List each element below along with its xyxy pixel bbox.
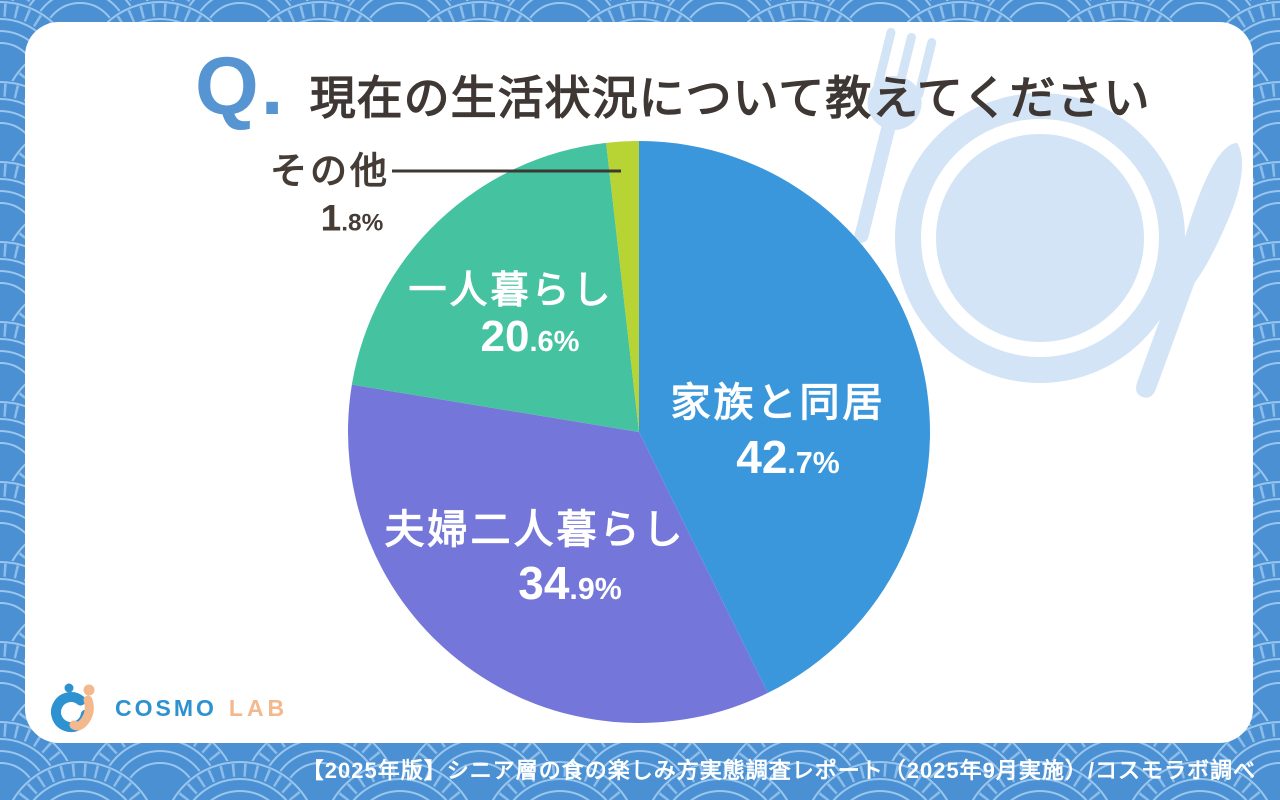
logo-text-lab: LAB [228, 694, 289, 721]
fork-icon [854, 27, 937, 243]
pie-slice-label: 一人暮らし [408, 270, 614, 312]
pie-slice [606, 141, 639, 432]
footer-caption: 【2025年版】シニア層の食の楽しみ方実態調査レポート（2025年9月実施）/コ… [301, 758, 1256, 783]
pie-slice-label: その他 [270, 150, 390, 192]
infographic-card: Q. 現在の生活状況について教えてください 家族と同居 42.7% 夫婦二人暮らし 3… [25, 22, 1253, 743]
pie-slice-label: 家族と同居 [670, 381, 886, 425]
question-text: 現在の生活状況について教えてください [309, 72, 1151, 124]
pie-slice [351, 142, 639, 433]
logo-text-cosmo: COSMO [115, 694, 217, 721]
pie-slice-label: 夫婦二人暮らし [384, 508, 686, 552]
cosmo-lab-mark-icon [51, 683, 95, 733]
page-title: Q. 現在の生活状況について教えてください [195, 40, 1151, 134]
knife-icon [1136, 142, 1243, 398]
pie-slice-value: 20.6% [480, 312, 580, 361]
cosmo-lab-logo: COSMO LAB [51, 682, 288, 734]
pie-slice-value: 34.9% [518, 557, 622, 609]
pie-slice [639, 141, 930, 693]
pie-chart [347, 141, 930, 723]
pie-slice [347, 384, 768, 723]
tableware-decoration [854, 27, 1243, 398]
pie-slice-value: 42.7% [736, 431, 840, 483]
pie-slice-value: 1.8% [320, 197, 384, 239]
question-mark-label: Q. [195, 41, 286, 132]
plate-icon [895, 93, 1185, 383]
